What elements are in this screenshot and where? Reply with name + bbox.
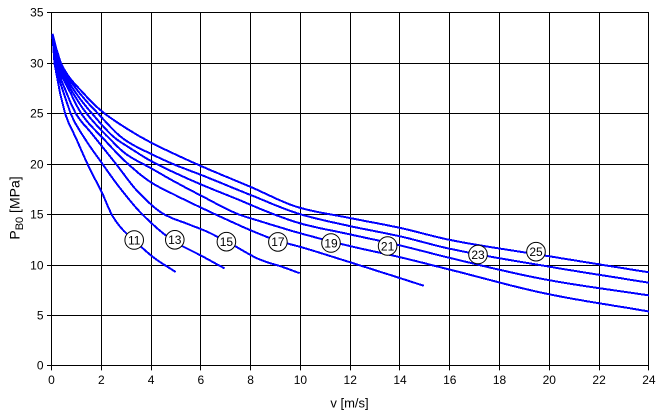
svg-text:PB0 [MPa]: PB0 [MPa] bbox=[7, 176, 27, 239]
svg-text:23: 23 bbox=[471, 248, 485, 262]
svg-text:4: 4 bbox=[148, 373, 155, 387]
svg-text:16: 16 bbox=[443, 373, 457, 387]
svg-text:15: 15 bbox=[30, 208, 44, 222]
svg-text:17: 17 bbox=[271, 235, 285, 249]
svg-text:35: 35 bbox=[30, 6, 44, 20]
svg-text:25: 25 bbox=[30, 107, 44, 121]
svg-text:30: 30 bbox=[30, 57, 44, 71]
svg-text:0: 0 bbox=[48, 373, 55, 387]
svg-text:11: 11 bbox=[128, 233, 141, 247]
svg-text:19: 19 bbox=[324, 236, 338, 250]
svg-text:10: 10 bbox=[30, 259, 44, 273]
svg-text:0: 0 bbox=[37, 359, 44, 373]
svg-text:18: 18 bbox=[493, 373, 507, 387]
svg-text:6: 6 bbox=[197, 373, 204, 387]
svg-text:21: 21 bbox=[381, 239, 395, 253]
svg-text:25: 25 bbox=[529, 245, 543, 259]
svg-text:14: 14 bbox=[393, 373, 407, 387]
svg-text:8: 8 bbox=[247, 373, 254, 387]
svg-text:20: 20 bbox=[543, 373, 557, 387]
svg-text:15: 15 bbox=[220, 235, 234, 249]
svg-text:5: 5 bbox=[37, 309, 44, 323]
svg-text:22: 22 bbox=[592, 373, 606, 387]
svg-text:13: 13 bbox=[168, 233, 182, 247]
svg-text:v [m/s]: v [m/s] bbox=[330, 396, 368, 411]
svg-text:20: 20 bbox=[30, 158, 44, 172]
svg-text:10: 10 bbox=[294, 373, 308, 387]
svg-text:12: 12 bbox=[344, 373, 358, 387]
svg-text:24: 24 bbox=[642, 373, 656, 387]
svg-text:2: 2 bbox=[98, 373, 105, 387]
